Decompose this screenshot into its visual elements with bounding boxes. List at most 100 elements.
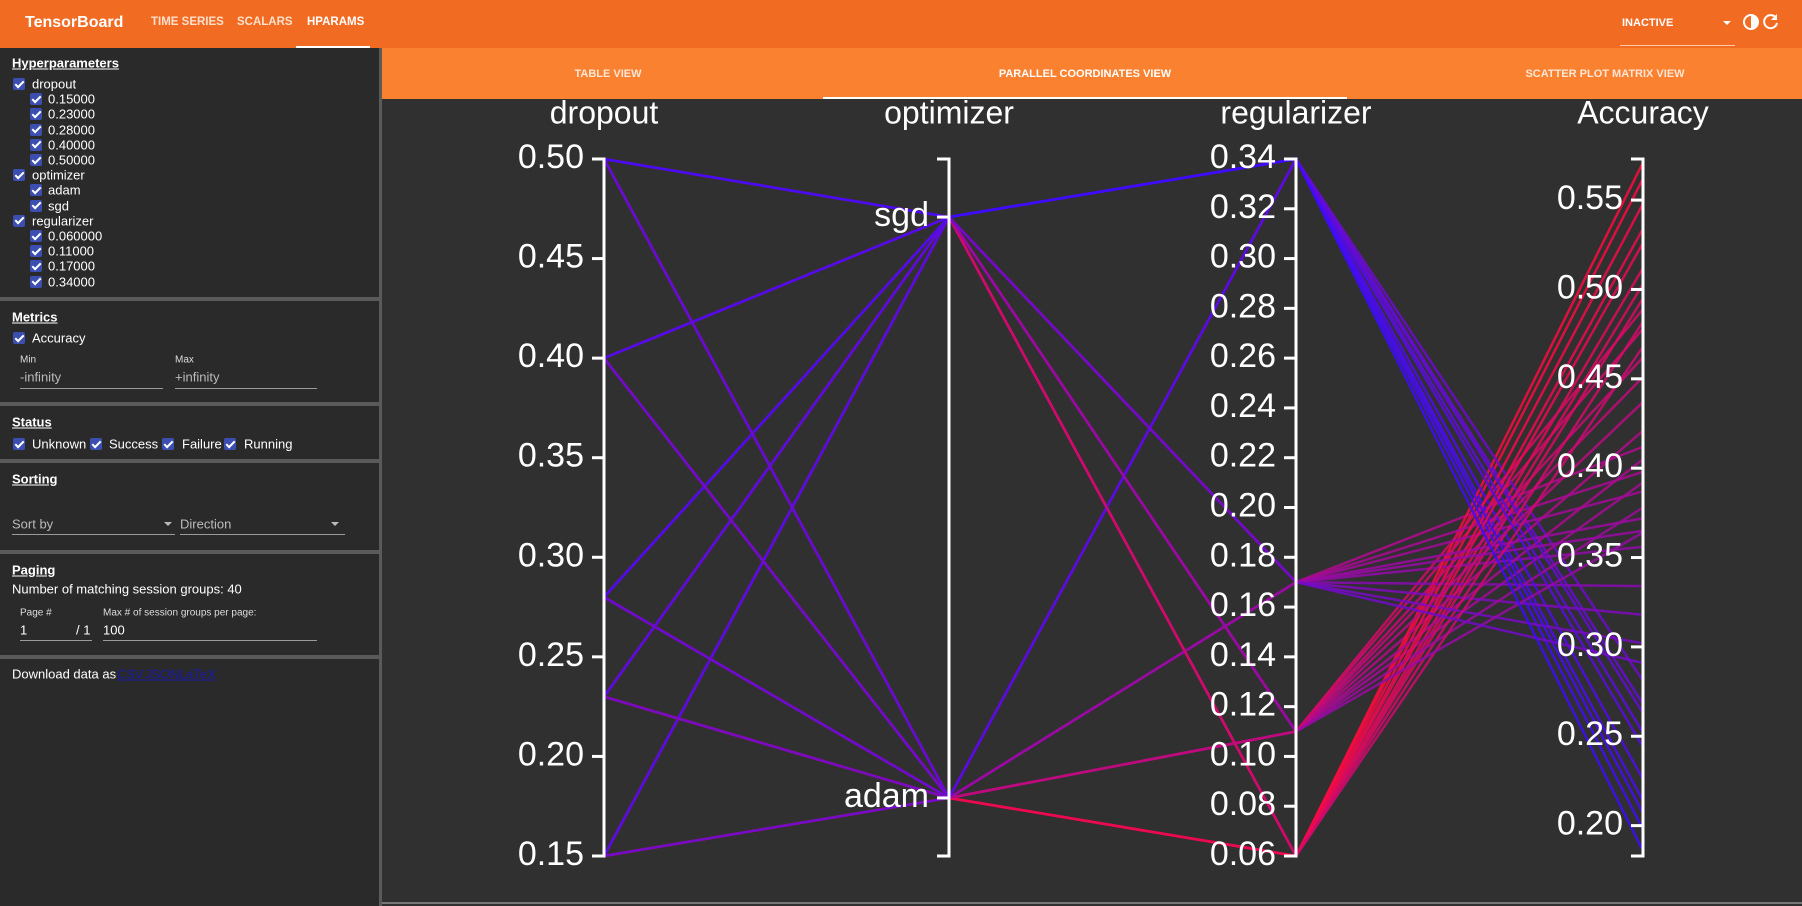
checkbox[interactable]: [30, 184, 42, 197]
download-link[interactable]: JSON: [145, 666, 180, 682]
page-label: Page #: [20, 607, 52, 619]
download-text: Download data as: [12, 666, 117, 682]
hparam-value: 0.34000: [48, 274, 95, 290]
top-bar: [0, 0, 1802, 48]
hparam-value: 0.060000: [48, 228, 103, 244]
axis-tick-label: 0.08: [1210, 785, 1276, 823]
input-underline: [20, 388, 163, 389]
checkbox[interactable]: [13, 78, 25, 90]
axis-line: [937, 157, 951, 858]
axis-tick-label: 0.25: [518, 636, 584, 674]
checkbox[interactable]: [30, 199, 42, 212]
sidebar: [0, 48, 379, 906]
checkbox[interactable]: [162, 438, 174, 450]
hparam-value: 0.15000: [48, 91, 95, 107]
app-title[interactable]: TensorBoard: [25, 14, 124, 31]
dropdown-arrow: [331, 522, 339, 526]
checkbox[interactable]: [30, 245, 42, 258]
section-title: Paging: [12, 562, 56, 578]
checkbox[interactable]: [13, 438, 25, 450]
download-link[interactable]: LaTeX: [179, 666, 216, 682]
select-underline: [12, 534, 175, 535]
axis-line: [592, 157, 606, 858]
select-underline: [180, 534, 345, 535]
axis-tick-label: 0.55: [1557, 179, 1623, 217]
axis-tick-label: 0.14: [1210, 636, 1276, 674]
section-title: Sorting: [12, 471, 58, 487]
section-title: Status: [12, 414, 52, 430]
checkbox[interactable]: [13, 332, 25, 344]
checkbox[interactable]: [13, 214, 25, 227]
view-tab[interactable]: PARALLEL COORDINATES VIEW: [998, 68, 1172, 80]
metric-label: Accuracy: [32, 330, 86, 346]
view-tabs: [382, 48, 1802, 99]
axis-tick-label: 0.30: [1210, 238, 1276, 276]
session-line: [603, 157, 1645, 814]
checkbox[interactable]: [30, 123, 42, 136]
axis-tick-label: 0.30: [1557, 626, 1623, 664]
download-link[interactable]: CSV: [117, 666, 144, 682]
select-underline: [1620, 45, 1735, 46]
theme-toggle-icon[interactable]: [1742, 13, 1760, 31]
axis-tick-label: 0.35: [1557, 537, 1623, 575]
page-size-label: Max # of session groups per page:: [103, 607, 257, 619]
page-total: / 1: [76, 622, 91, 638]
sort-by-select[interactable]: Sort by: [12, 516, 54, 532]
axis-tick-label: 0.10: [1210, 735, 1276, 773]
checkbox[interactable]: [30, 230, 42, 242]
matching-count: Number of matching session groups: 40: [12, 581, 242, 597]
input-underline: [103, 640, 317, 641]
section-separator: [0, 402, 379, 406]
checkbox[interactable]: [224, 438, 236, 450]
hparam-value: 0.40000: [48, 137, 95, 153]
section-title: Metrics: [12, 309, 58, 325]
section-title: Hyperparameters: [12, 55, 119, 71]
min-input[interactable]: -infinity: [20, 369, 62, 385]
min-label: Min: [20, 354, 37, 366]
run-status-select[interactable]: INACTIVE: [1622, 17, 1674, 29]
max-input[interactable]: +infinity: [175, 369, 220, 385]
page-size-input[interactable]: 100: [103, 622, 125, 638]
hparam-value: 0.28000: [48, 122, 95, 138]
view-tab[interactable]: TABLE VIEW: [574, 68, 642, 80]
nav-tab[interactable]: TIME SERIES: [151, 16, 224, 28]
checkbox[interactable]: [30, 108, 42, 121]
session-line: [602, 156, 1645, 801]
hparam-name: regularizer: [32, 213, 94, 229]
hparam-value: 0.50000: [48, 152, 95, 168]
checkbox[interactable]: [30, 93, 42, 106]
axis-tick-label: 0.18: [1210, 536, 1276, 574]
checkbox[interactable]: [30, 138, 42, 151]
axis-tick-label: 0.45: [1557, 358, 1623, 396]
axis-tick-label: 0.22: [1210, 437, 1276, 475]
session-line: [602, 157, 1645, 780]
status-label: Running: [244, 436, 293, 452]
view-tab[interactable]: SCATTER PLOT MATRIX VIEW: [1525, 68, 1685, 80]
checkbox[interactable]: [30, 275, 42, 288]
session-line: [603, 356, 1644, 800]
axis-tick-label: 0.50: [1557, 268, 1623, 306]
axis-tick-label: adam: [844, 777, 929, 815]
checkbox[interactable]: [90, 438, 102, 450]
checkbox[interactable]: [30, 154, 42, 166]
hparam-value: adam: [48, 182, 81, 198]
session-line: [603, 157, 1644, 665]
axis-tick-label: 0.34: [1210, 138, 1276, 176]
direction-select[interactable]: Direction: [180, 516, 232, 532]
axis-title: regularizer: [1220, 99, 1372, 130]
checkbox[interactable]: [30, 260, 42, 273]
session-line: [603, 327, 1644, 858]
status-label: Unknown: [32, 436, 87, 452]
axis-tick-label: 0.06: [1210, 835, 1276, 873]
nav-tab[interactable]: SCALARS: [237, 16, 293, 28]
axis-tick-label: 0.50: [518, 138, 584, 176]
page-input[interactable]: 1: [20, 622, 28, 638]
chart-bottom-border: [382, 902, 1802, 904]
axis-tick-label: 0.26: [1210, 337, 1276, 375]
reload-icon[interactable]: [1762, 13, 1780, 31]
nav-tab[interactable]: HPARAMS: [307, 16, 365, 28]
status-label: Success: [109, 436, 159, 452]
axis-tick-label: 0.35: [518, 437, 584, 475]
checkbox[interactable]: [13, 169, 25, 182]
